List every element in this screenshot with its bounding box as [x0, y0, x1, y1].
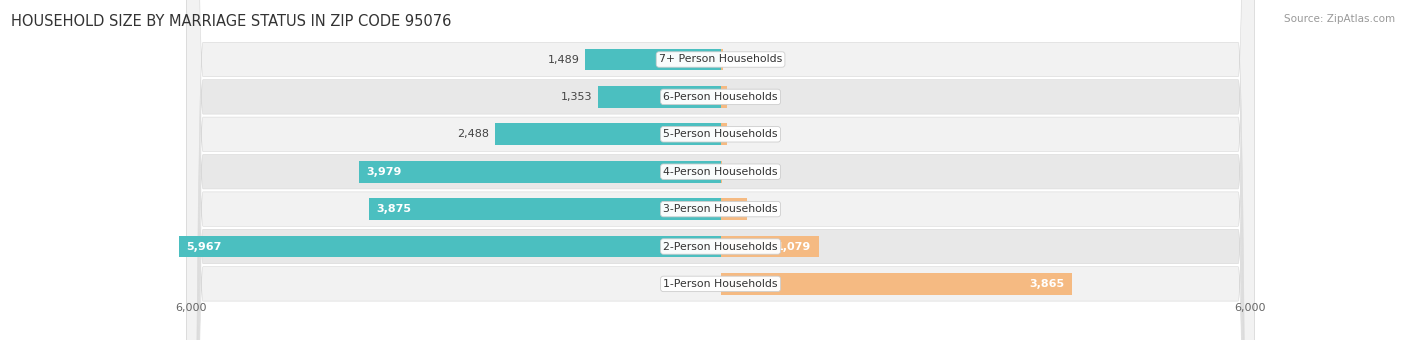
FancyBboxPatch shape: [187, 0, 1254, 340]
FancyBboxPatch shape: [187, 0, 1254, 340]
Bar: [721, 273, 1071, 295]
FancyBboxPatch shape: [187, 0, 1254, 340]
Text: 73: 73: [733, 129, 747, 139]
Text: 5-Person Households: 5-Person Households: [664, 129, 778, 139]
Text: 2,488: 2,488: [457, 129, 489, 139]
Bar: [368, 198, 721, 220]
Text: 3-Person Households: 3-Person Households: [664, 204, 778, 214]
Bar: [721, 161, 723, 183]
Text: 6,000: 6,000: [1234, 303, 1265, 312]
FancyBboxPatch shape: [187, 0, 1254, 340]
Bar: [721, 123, 727, 145]
Text: 68: 68: [733, 92, 747, 102]
Text: 6-Person Households: 6-Person Households: [664, 92, 778, 102]
FancyBboxPatch shape: [187, 0, 1254, 340]
Text: 5,967: 5,967: [186, 241, 221, 252]
Text: 3,875: 3,875: [375, 204, 411, 214]
Text: 1,353: 1,353: [561, 92, 592, 102]
Text: HOUSEHOLD SIZE BY MARRIAGE STATUS IN ZIP CODE 95076: HOUSEHOLD SIZE BY MARRIAGE STATUS IN ZIP…: [11, 14, 451, 29]
Text: 1-Person Households: 1-Person Households: [664, 279, 778, 289]
Bar: [721, 49, 723, 70]
Bar: [721, 236, 818, 257]
Text: 18: 18: [728, 167, 742, 177]
Text: Source: ZipAtlas.com: Source: ZipAtlas.com: [1284, 14, 1395, 23]
Bar: [360, 161, 721, 183]
Bar: [598, 86, 721, 108]
Bar: [585, 49, 721, 70]
FancyBboxPatch shape: [187, 0, 1254, 340]
Bar: [179, 236, 721, 257]
Text: 7+ Person Households: 7+ Person Households: [659, 54, 782, 65]
Text: 26: 26: [728, 54, 742, 65]
Bar: [721, 198, 747, 220]
Bar: [721, 86, 727, 108]
Text: 2-Person Households: 2-Person Households: [664, 241, 778, 252]
Text: 6,000: 6,000: [176, 303, 207, 312]
Bar: [495, 123, 721, 145]
Text: 3,979: 3,979: [367, 167, 402, 177]
Text: 3,865: 3,865: [1029, 279, 1064, 289]
Text: 287: 287: [752, 204, 773, 214]
FancyBboxPatch shape: [187, 0, 1254, 340]
Text: 4-Person Households: 4-Person Households: [664, 167, 778, 177]
Text: 1,079: 1,079: [776, 241, 811, 252]
Text: 1,489: 1,489: [548, 54, 579, 65]
